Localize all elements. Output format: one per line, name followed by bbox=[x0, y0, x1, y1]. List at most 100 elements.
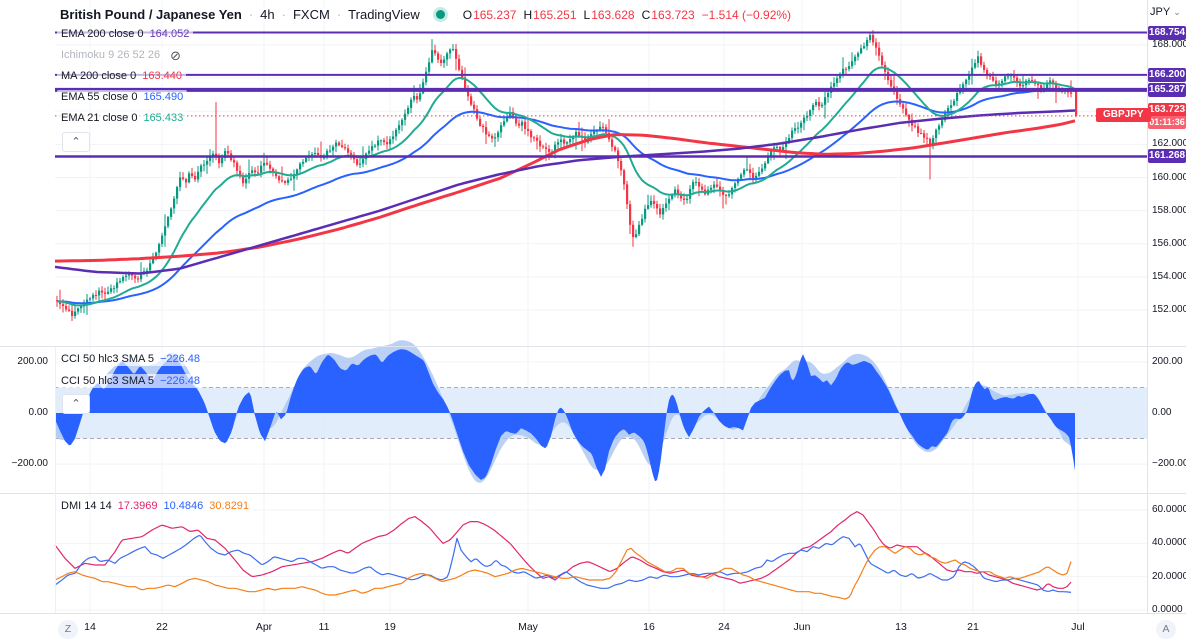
cci-tick-label-left: 200.00 bbox=[17, 355, 48, 367]
current-price-text: 163.723 bbox=[1148, 102, 1186, 116]
ema200-label: EMA 200 close 0 bbox=[61, 28, 144, 40]
dmi-label: DMI 14 14 bbox=[61, 500, 112, 512]
separator: · bbox=[248, 7, 254, 22]
close-value: 163.723 bbox=[651, 7, 695, 22]
dmi-tick-label: 20.0000 bbox=[1152, 570, 1186, 582]
exchange-label: FXCM bbox=[292, 7, 330, 22]
eye-off-icon[interactable]: ⊘ bbox=[170, 47, 181, 63]
ema-overlays bbox=[56, 66, 1077, 307]
bar-countdown: 01:11:36 bbox=[1148, 115, 1186, 129]
legend-cci-1[interactable]: CCI 50 hlc3 SMA 5 −226.48 bbox=[57, 352, 205, 366]
chart-legend-header[interactable]: British Pound / Japanese Yen · 4h · FXCM… bbox=[57, 7, 795, 22]
ema200-line bbox=[54, 109, 1076, 275]
cci-tick-label-right: 0.00 bbox=[1152, 407, 1172, 418]
legend-ichimoku[interactable]: Ichimoku 9 26 52 26 ⊘ bbox=[57, 48, 185, 62]
market-status-icon[interactable] bbox=[435, 10, 445, 19]
ma200-value: 163.440 bbox=[142, 70, 182, 82]
price-tick-label: 168.000 bbox=[1152, 39, 1186, 50]
separator: · bbox=[281, 7, 286, 22]
time-axis-label: 16 bbox=[643, 621, 655, 633]
currency-label: JPY bbox=[1150, 6, 1171, 18]
dmi-panel bbox=[54, 511, 1072, 600]
close-label: C bbox=[641, 7, 651, 22]
legend-ema21[interactable]: EMA 21 close 0 165.433 bbox=[57, 111, 188, 125]
time-axis-label: 24 bbox=[718, 621, 730, 633]
cci-tick-label-left: 0.00 bbox=[28, 407, 48, 418]
ema55-label: EMA 55 close 0 bbox=[61, 91, 138, 103]
price-tick-label: 162.000 bbox=[1152, 138, 1186, 150]
dmi-adx-value: 30.8291 bbox=[209, 500, 250, 512]
time-axis-label: Apr bbox=[255, 621, 273, 633]
time-axis-label: Jul bbox=[1071, 621, 1085, 633]
price-tick-label: 152.000 bbox=[1152, 304, 1186, 315]
time-axis-label: Jun bbox=[793, 621, 811, 633]
time-axis-label: May bbox=[518, 621, 538, 633]
cci-tick-label-right: −200.00 bbox=[1152, 458, 1186, 470]
dmi-di-plus-value: 17.3969 bbox=[117, 500, 158, 512]
time-axis-label: 22 bbox=[156, 621, 168, 633]
candles bbox=[56, 30, 1078, 322]
time-axis-label: 11 bbox=[318, 621, 330, 633]
ema21-value: 165.433 bbox=[143, 112, 184, 124]
low-value: 163.628 bbox=[591, 7, 635, 22]
high-label: H bbox=[523, 7, 533, 22]
current-price-badge: 163.723 01:11:36 bbox=[1148, 102, 1186, 129]
time-axis-label: 19 bbox=[384, 621, 396, 633]
chevron-down-icon: ⌄ bbox=[1173, 6, 1181, 17]
change-value: −1.514 (−0.92%) bbox=[701, 7, 792, 22]
price-tick-label: 158.000 bbox=[1152, 204, 1186, 216]
ema55-line bbox=[56, 88, 1077, 305]
open-label: O bbox=[462, 7, 473, 22]
separators bbox=[0, 0, 1186, 614]
horizontal-rays[interactable] bbox=[55, 31, 1147, 158]
auto-scale-button[interactable]: A bbox=[1156, 620, 1176, 639]
low-label: L bbox=[583, 7, 591, 22]
long-ma-overlays bbox=[54, 109, 1076, 275]
symbol-title[interactable]: British Pound / Japanese Yen bbox=[60, 7, 242, 22]
ema200-value: 164.052 bbox=[149, 28, 190, 40]
cci-tick-label-left: −200.00 bbox=[11, 458, 48, 470]
gridlines bbox=[55, 0, 1147, 613]
ema21-line bbox=[56, 66, 1077, 307]
legend-cci-2[interactable]: CCI 50 hlc3 SMA 5 −226.48 bbox=[57, 374, 205, 388]
dmi-di-minus-value: 10.4846 bbox=[163, 500, 204, 512]
ma200-line bbox=[54, 119, 1076, 263]
dmi-tick-label: 0.0000 bbox=[1152, 604, 1183, 615]
legend-ema200[interactable]: EMA 200 close 0 164.052 bbox=[57, 27, 194, 41]
ema55-value: 165.490 bbox=[143, 91, 184, 103]
timezone-button[interactable]: Z bbox=[58, 620, 78, 639]
collapse-indicators-button[interactable]: ⌃ bbox=[62, 132, 90, 152]
open-value: 165.237 bbox=[473, 7, 517, 22]
high-value: 165.251 bbox=[533, 7, 577, 22]
level-price-badge: 168.754 bbox=[1148, 25, 1186, 40]
cci1-label: CCI 50 hlc3 SMA 5 bbox=[61, 353, 154, 365]
level-price-badge: 161.268 bbox=[1148, 149, 1186, 164]
time-axis-label: 21 bbox=[967, 621, 979, 633]
legend-ema55[interactable]: EMA 55 close 0 165.490 bbox=[57, 90, 188, 104]
price-tick-label: 160.000 bbox=[1152, 171, 1186, 183]
interval-label[interactable]: 4h bbox=[260, 7, 275, 22]
symbol-price-tag: GBPJPY bbox=[1096, 107, 1151, 122]
ohlc-values: O165.237 H165.251 L163.628 C163.723 −1.5… bbox=[463, 8, 791, 22]
legend-ma200[interactable]: MA 200 close 0 163.440 bbox=[57, 69, 186, 83]
time-axis-label: 13 bbox=[895, 621, 907, 633]
cci-panel bbox=[55, 340, 1147, 483]
price-tick-label: 154.000 bbox=[1152, 270, 1186, 282]
price-tick-label: 156.000 bbox=[1152, 237, 1186, 249]
cci2-value: −226.48 bbox=[159, 375, 201, 387]
time-axis-label: 14 bbox=[84, 621, 96, 633]
separator: · bbox=[336, 7, 342, 22]
ema21-label: EMA 21 close 0 bbox=[61, 112, 138, 124]
collapse-cci-button[interactable]: ⌃ bbox=[62, 394, 90, 414]
legend-dmi[interactable]: DMI 14 14 17.3969 10.4846 30.8291 bbox=[57, 499, 254, 513]
level-price-badge: 165.287 bbox=[1148, 82, 1186, 97]
ma200-label: MA 200 close 0 bbox=[61, 70, 137, 82]
cci-tick-label-right: 200.00 bbox=[1152, 355, 1183, 367]
currency-axis-dropdown[interactable]: JPY ⌄ bbox=[1150, 6, 1181, 18]
cci1-value: −226.48 bbox=[159, 353, 201, 365]
ichimoku-label: Ichimoku 9 26 52 26 bbox=[61, 49, 161, 61]
level-price-badge: 166.200 bbox=[1148, 67, 1186, 82]
platform-label: TradingView bbox=[348, 7, 420, 22]
